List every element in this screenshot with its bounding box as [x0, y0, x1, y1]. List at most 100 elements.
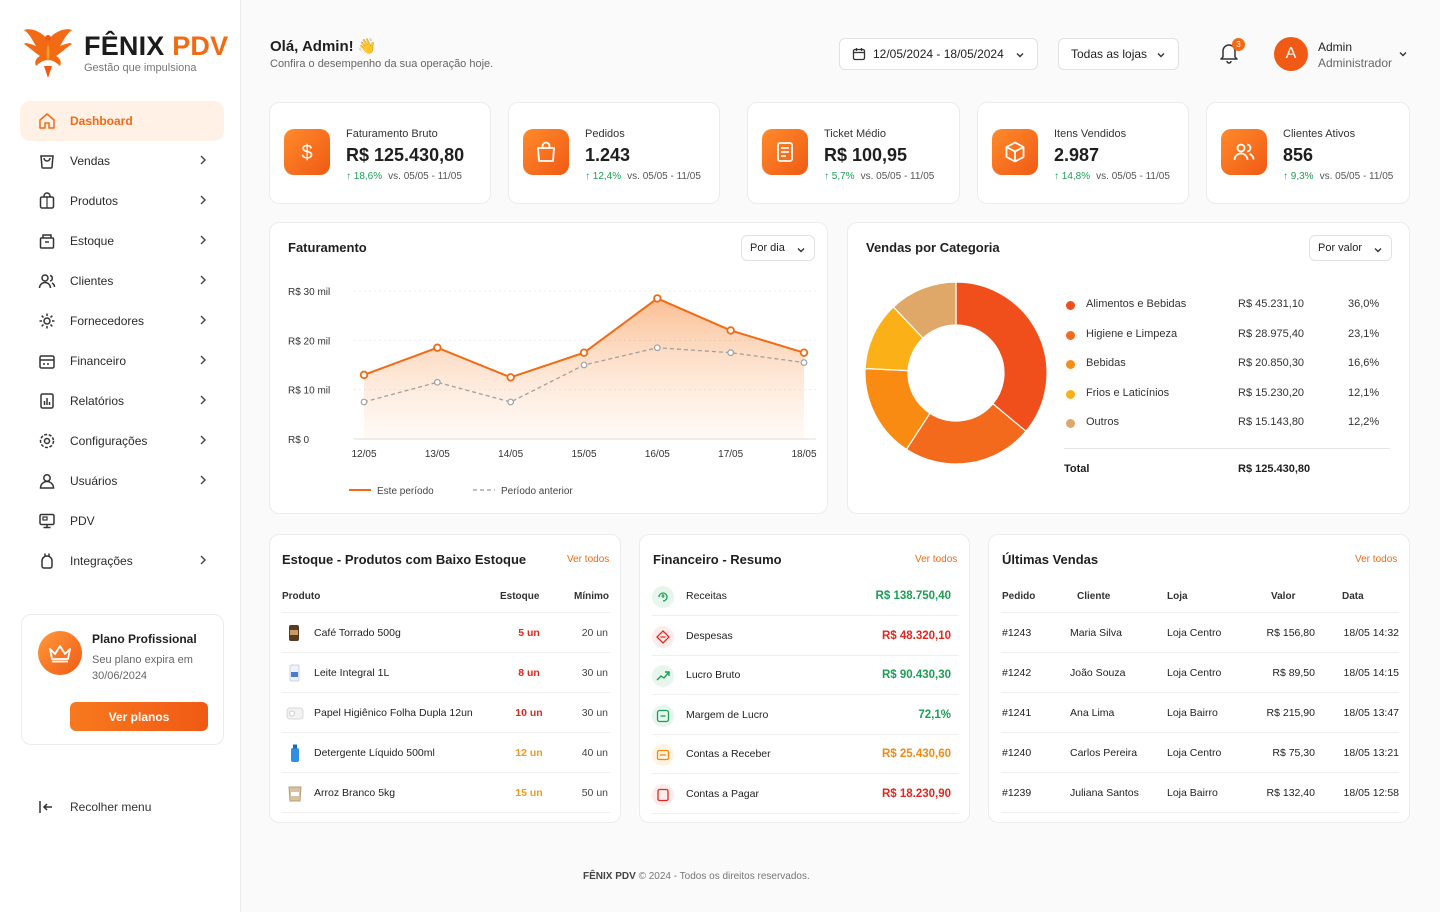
point-periodo-anterior [580, 361, 588, 369]
kpi-delta: ↑ 9,3% vs. 05/05 - 11/05 [1283, 171, 1393, 182]
sidebar-item-vendas[interactable]: Vendas [20, 141, 224, 181]
user-menu-chevron-icon[interactable] [1398, 49, 1408, 59]
finance-row[interactable]: Lucro Bruto R$ 90.430,30 [652, 655, 959, 696]
table-row[interactable]: #1239 Juliana Santos Loja Bairro R$ 132,… [1001, 773, 1399, 813]
legend-percent: 36,0% [1348, 298, 1380, 310]
brand-logo[interactable]: FÊNIX PDV Gestão que impulsiona [22, 26, 228, 80]
collapse-menu-button[interactable]: Recolher menu [38, 799, 151, 815]
stock-minimum: 30 un [581, 707, 608, 719]
kpi-card: Ticket Médio R$ 100,95 ↑ 5,7% vs. 05/05 -… [747, 102, 960, 204]
legend-item: Alimentos e Bebidas R$ 45.231,10 36,0% [1064, 297, 1384, 315]
kpi-card: Itens Vendidos 2.987 ↑ 14,8% vs. 05/05 - … [977, 102, 1189, 204]
sidebar-item-dashboard[interactable]: Dashboard [20, 101, 224, 141]
cube-icon [992, 129, 1038, 175]
x-tick-label: 16/05 [645, 449, 670, 460]
store-select-value: Todas as lojas [1071, 47, 1148, 61]
point-periodo-anterior [433, 378, 441, 386]
plan-card: Plano Profissional Seu plano expira em 3… [21, 614, 224, 745]
brand-name-part1: FÊNIX [84, 31, 165, 61]
expense-icon [652, 625, 674, 648]
kpi-delta: ↑ 14,8% vs. 05/05 - 11/05 [1054, 171, 1170, 182]
sidebar-item-label: Produtos [70, 194, 119, 208]
table-row[interactable]: Leite Integral 1L 8 un 30 un [282, 653, 610, 693]
sidebar-item-fornecedores[interactable]: Fornecedores [20, 301, 224, 341]
series-area-este-periodo [364, 298, 804, 439]
chevron-right-icon [200, 395, 206, 405]
stock-view-all-link[interactable]: Ver todos [567, 554, 610, 565]
notification-bell-icon[interactable] [1219, 42, 1239, 64]
point-periodo-anterior [727, 349, 735, 357]
sale-store: Loja Centro [1167, 747, 1222, 759]
monitor-icon [38, 512, 56, 530]
sale-order: #1241 [1002, 707, 1032, 719]
stock-product: Detergente Líquido 500ml [314, 747, 435, 759]
table-row[interactable]: #1241 Ana Lima Loja Bairro R$ 215,90 18/… [1001, 693, 1399, 733]
table-row[interactable]: Detergente Líquido 500ml 12 un 40 un [282, 733, 610, 773]
sale-order: #1240 [1002, 747, 1032, 759]
finance-row[interactable]: Despesas R$ 48.320,10 [652, 616, 959, 656]
finance-title: Financeiro - Resumo [653, 552, 782, 567]
table-row[interactable]: #1240 Carlos Pereira Loja Centro R$ 75,3… [1001, 733, 1399, 773]
sales-icon [38, 152, 56, 170]
sale-order: #1243 [1002, 627, 1032, 639]
sidebar-item-integracoes[interactable]: Integrações [20, 541, 224, 581]
kpi-label: Ticket Médio [824, 128, 886, 140]
stock-minimum: 50 un [581, 787, 608, 799]
margin-icon [652, 704, 674, 727]
sale-store: Loja Bairro [1167, 787, 1218, 799]
finance-value: R$ 90.430,30 [881, 669, 951, 682]
donut-slice[interactable] [892, 281, 957, 340]
avatar[interactable]: A [1274, 37, 1308, 71]
kpi-delta-value: ↑ 14,8% [1054, 171, 1091, 182]
stock-card: Estoque - Produtos com Baixo Estoque Ver… [269, 534, 621, 823]
sale-client: Maria Silva [1070, 627, 1122, 639]
sales-view-all-link[interactable]: Ver todos [1355, 554, 1398, 565]
donut-slice[interactable] [955, 281, 1048, 433]
sidebar-item-usuarios[interactable]: Usuários [20, 461, 224, 501]
view-plans-button[interactable]: Ver planos [70, 702, 208, 731]
table-row[interactable]: #1243 Maria Silva Loja Centro R$ 156,80 … [1001, 613, 1399, 653]
collapse-menu-label: Recolher menu [70, 800, 152, 814]
table-row[interactable]: Arroz Branco 5kg 15 un 50 un [282, 773, 610, 813]
date-range-select[interactable]: 12/05/2024 - 18/05/2024 [839, 38, 1038, 70]
finance-row[interactable]: Contas a Pagar R$ 18.230,90 [652, 774, 959, 814]
sale-date: 18/05 12:58 [1343, 787, 1399, 799]
finance-view-all-link[interactable]: Ver todos [915, 554, 958, 565]
chevron-down-icon [1374, 248, 1382, 253]
sidebar-item-label: Vendas [70, 154, 111, 168]
sidebar-item-pdv[interactable]: PDV [20, 501, 224, 541]
date-range-value: 12/05/2024 - 18/05/2024 [873, 47, 1004, 61]
sidebar-item-financeiro[interactable]: Financeiro [20, 341, 224, 381]
store-select[interactable]: Todas as lojas [1058, 38, 1179, 70]
legend-value: R$ 20.850,30 [1238, 357, 1305, 369]
category-metric-dropdown[interactable]: Por valor [1309, 235, 1392, 261]
stock-header-divider [282, 612, 610, 613]
user-icon [38, 472, 56, 490]
point-periodo-anterior [800, 359, 808, 366]
revenue-period-dropdown[interactable]: Por dia [741, 235, 815, 261]
sidebar-item-relatorios[interactable]: Relatórios [20, 381, 224, 421]
user-name[interactable]: Admin [1318, 40, 1353, 54]
brand-tagline: Gestão que impulsiona [84, 62, 197, 74]
table-row[interactable]: Papel Higiênico Folha Dupla 12un 10 un 3… [282, 693, 610, 733]
table-row[interactable]: Café Torrado 500g 5 un 20 un [282, 613, 610, 653]
finance-row[interactable]: Contas a Receber R$ 25.430,60 [652, 734, 959, 775]
finance-row[interactable]: Receitas R$ 138.750,40 [652, 576, 959, 616]
sidebar-item-label: Usuários [70, 474, 118, 488]
finance-row[interactable]: Margem de Lucro 72,1% [652, 695, 959, 735]
brand-name-part2: PDV [172, 31, 229, 61]
sidebar-item-estoque[interactable]: Estoque [20, 221, 224, 261]
product-thumbnail-icon [288, 786, 302, 802]
sidebar-item-produtos[interactable]: Produtos [20, 181, 224, 221]
legend-divider [1064, 448, 1390, 449]
sale-store: Loja Bairro [1167, 707, 1218, 719]
point-este-periodo [506, 373, 515, 382]
sidebar-item-clientes[interactable]: Clientes [20, 261, 224, 301]
point-periodo-anterior [653, 344, 661, 352]
sidebar-item-configuracoes[interactable]: Configurações [20, 421, 224, 461]
point-este-periodo [799, 348, 809, 357]
kpi-value: 856 [1283, 145, 1314, 165]
table-row[interactable]: #1242 João Souza Loja Centro R$ 89,50 18… [1001, 653, 1399, 693]
point-este-periodo [359, 370, 369, 380]
point-este-periodo [653, 294, 662, 303]
